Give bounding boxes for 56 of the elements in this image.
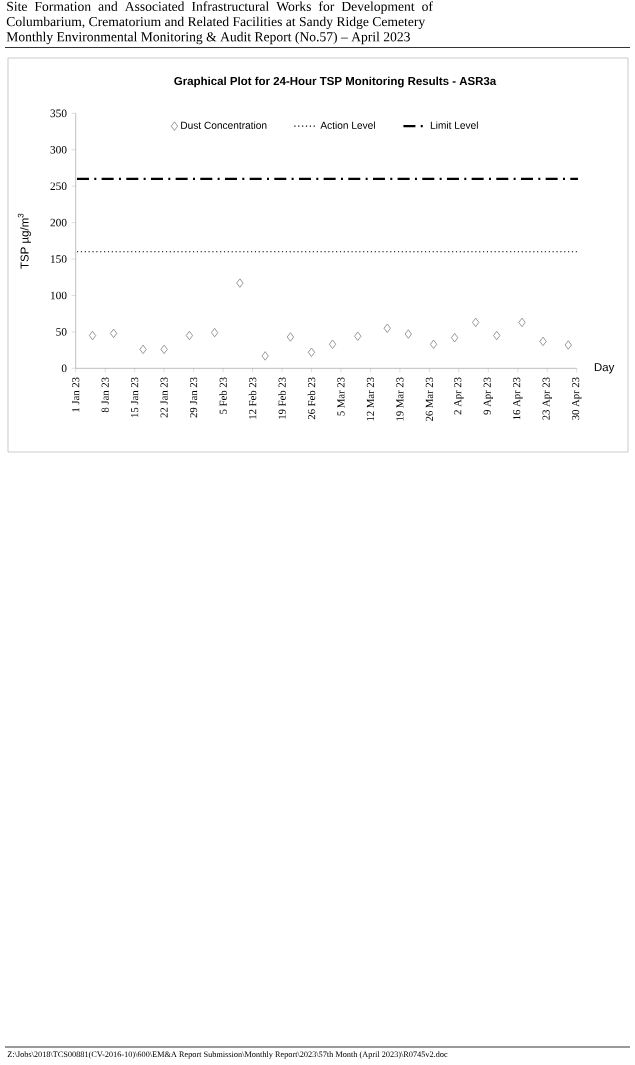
x-tick-label: 26 Mar 23 [425, 377, 433, 422]
point [160, 344, 168, 355]
x-tick-label: 22 Jan 23 [160, 377, 168, 418]
point [139, 344, 147, 355]
y-tick-label: 200 [50, 218, 67, 227]
point [472, 317, 480, 328]
point [109, 328, 118, 339]
x-tick-label: 12 Feb 23 [248, 377, 257, 419]
legend-label: Dust Concentration [181, 121, 267, 129]
x-tick-label: 2 Apr 23 [454, 377, 464, 415]
point [286, 332, 295, 342]
x-tick-label: 29 Jan 23 [190, 377, 198, 418]
legend-label: Action Level [320, 121, 375, 129]
point [493, 330, 501, 341]
point [261, 351, 269, 361]
point [185, 330, 193, 341]
x-tick-label: 1 Jan 23 [72, 377, 80, 412]
x-axis-title: Day [594, 363, 615, 374]
y-axis-title: TSP µg/m$^{3}$ [17, 213, 31, 269]
point [354, 331, 362, 341]
x-tick-label: 16 Apr 23 [513, 377, 523, 420]
x-tick-label: 5 Mar 23 [337, 377, 345, 416]
x-tick-label: 19 Mar 23 [396, 377, 404, 421]
y-tick-label: 300 [50, 145, 67, 154]
x-tick-label: 30 Apr 23 [572, 377, 582, 420]
y-tick-label: 250 [50, 182, 67, 190]
point [328, 339, 337, 349]
point [211, 327, 219, 338]
text: Site Formation and Associated Infrastructural Works for Development of Columbarium, Crematorium and Related Facilities at Sandy Ridge Cemetery [6, 1, 433, 29]
point [451, 333, 459, 343]
text: Z:\Jobs\2018\TCS00881(CV-2016-10)\600\EM&A Report Submission\Monthly Report\2023\57th Month (April 2023)\R0745v2.doc [7, 1051, 448, 1059]
y-tick-label: 0 [61, 364, 67, 373]
point [564, 340, 572, 350]
y-tick-label: 350 [50, 109, 67, 118]
chart-title: Graphical Plot for 24-Hour TSP Monitoring Results - ASR3a [174, 76, 497, 88]
point [236, 278, 244, 288]
x-tick-label: 8 Jan 23 [101, 377, 109, 413]
x-tick-label: 15 Jan 23 [131, 377, 139, 417]
x-tick-label: 26 Feb 23 [307, 377, 316, 420]
y-tick-label: 50 [56, 328, 67, 336]
y-tick-label: 150 [51, 255, 67, 263]
legend-label: Limit Level [430, 121, 478, 129]
x-tick-label: 5 Feb 23 [219, 377, 227, 414]
point [307, 347, 316, 357]
x-tick-label: 12 Mar 23 [366, 377, 374, 421]
point [518, 317, 526, 328]
y-tick-label: 100 [51, 291, 67, 300]
point [404, 329, 412, 339]
x-tick-label: 9 Apr 23 [483, 377, 493, 415]
point [88, 330, 97, 341]
point [383, 323, 391, 333]
point [539, 336, 547, 347]
text: Monthly Environmental Monitoring & Audit Report (No.57) – April 2023 [6, 31, 410, 45]
x-tick-label: 23 Apr 23 [542, 377, 552, 420]
x-tick-label: 19 Feb 23 [278, 377, 286, 419]
point [429, 339, 438, 349]
